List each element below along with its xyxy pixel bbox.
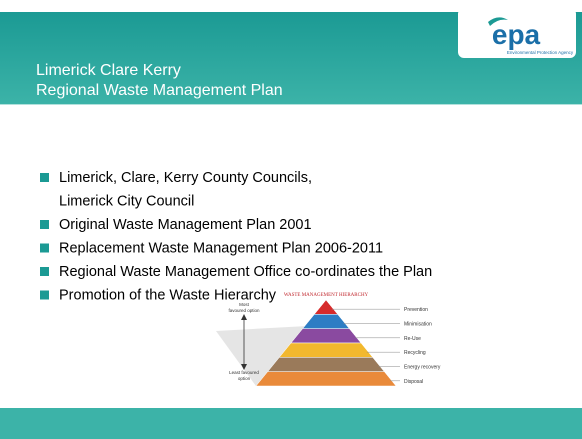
- slide-title: Limerick Clare Kerry: [36, 62, 181, 79]
- level-label: Prevention: [404, 307, 428, 313]
- pyramid-level: [268, 357, 385, 371]
- bullet-marker: [40, 244, 49, 253]
- bullet-marker: [40, 291, 49, 300]
- bullet-text: Limerick City Council: [59, 194, 194, 210]
- slide: epa Environmental Protection Agency Lime…: [0, 0, 582, 439]
- logo-subtitle: Environmental Protection Agency: [507, 50, 574, 55]
- bottom-label: Least favoured: [229, 370, 259, 375]
- level-label: Re-Use: [404, 336, 421, 342]
- pyramid-level: [279, 343, 372, 357]
- page: epa Environmental Protection Agency Lime…: [0, 0, 582, 439]
- level-label: Minimisation: [404, 322, 432, 328]
- diagram-title: WASTE MANAGEMENT HIERARCHY: [284, 293, 369, 298]
- level-label: Recycling: [404, 350, 426, 356]
- top-label: favoured option: [228, 308, 260, 313]
- footer-band: [0, 408, 582, 439]
- bottom-label: option: [238, 376, 251, 381]
- bullet-text: Replacement Waste Management Plan 2006-2…: [59, 241, 383, 257]
- logo-text: epa: [492, 19, 541, 50]
- level-label: Energy recovery: [404, 365, 441, 371]
- slide-title: Regional Waste Management Plan: [36, 82, 283, 99]
- top-label: Most: [239, 302, 250, 307]
- bullet-marker: [40, 173, 49, 182]
- pyramid-level: [291, 329, 361, 343]
- bullet-marker: [40, 267, 49, 276]
- header-rule: [0, 104, 582, 106]
- bullet-marker: [40, 220, 49, 229]
- level-label: Disposal: [404, 379, 423, 385]
- bullet-text: Original Waste Management Plan 2001: [59, 217, 312, 233]
- bullet-text: Limerick, Clare, Kerry County Councils,: [59, 170, 312, 186]
- pyramid-level: [256, 372, 396, 386]
- bullet-text: Regional Waste Management Office co-ordi…: [59, 264, 432, 280]
